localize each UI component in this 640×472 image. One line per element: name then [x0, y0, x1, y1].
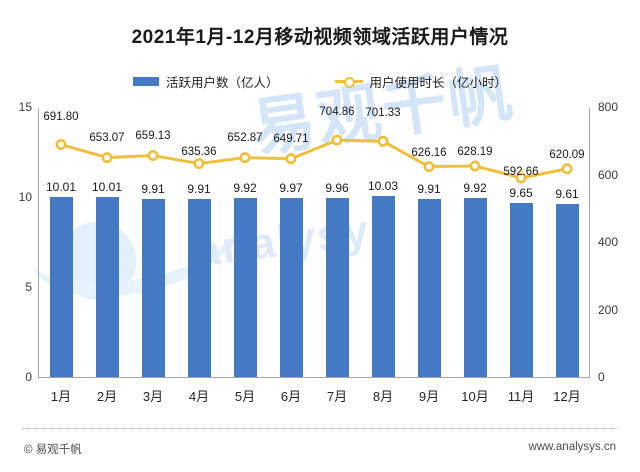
line-value-label-12月: 620.09	[549, 148, 585, 161]
y-axis-right-line	[589, 108, 590, 378]
y-axis-right-tick-600: 600	[598, 167, 619, 182]
line-marker-1月[interactable]	[55, 139, 67, 151]
line-series-svg	[55, 134, 573, 184]
chart-title: 2021年1月-12月移动视频领域活跃用户情况	[131, 27, 509, 48]
bar-value-label-12月: 9.61	[555, 187, 579, 202]
bar-5月[interactable]	[233, 198, 257, 377]
y-axis-left-tick-5: 5	[25, 280, 32, 294]
chart-legend: 活跃用户数（亿人） 用户使用时长（亿小时）	[0, 72, 640, 91]
x-axis-tick-7月: 7月	[326, 389, 348, 404]
y-axis-right-tick-200: 200	[598, 302, 619, 317]
bar-value-label-1月: 10.01	[45, 179, 77, 194]
bar-7月[interactable]	[325, 197, 349, 377]
plot-area	[38, 108, 590, 378]
x-axis-tick-12月: 12月	[553, 389, 581, 404]
y-axis-left-tick-0: 0	[25, 370, 32, 384]
legend-label-active-users: 活跃用户数（亿人）	[165, 76, 279, 90]
bar-value-label-11月: 9.65	[509, 186, 533, 201]
usage-duration-line	[59, 138, 569, 180]
line-value-label-10月: 628.19	[457, 145, 493, 158]
bar-value-label-8月: 10.03	[367, 179, 399, 194]
x-axis-tick-2月: 2月	[96, 389, 118, 404]
bar-value-label-6月: 9.97	[279, 180, 303, 195]
bar-4月[interactable]	[187, 198, 211, 377]
line-marker-6月[interactable]	[285, 153, 297, 165]
legend-label-usage-duration: 用户使用时长（亿小时）	[369, 76, 508, 90]
footer-divider	[22, 428, 618, 429]
x-axis-tick-4月: 4月	[188, 389, 210, 404]
bar-value-label-9月: 9.91	[417, 181, 441, 196]
line-marker-7月[interactable]	[331, 134, 343, 146]
line-value-label-8月: 701.33	[365, 107, 401, 120]
line-marker-3月[interactable]	[147, 150, 159, 162]
line-marker-5月[interactable]	[239, 152, 251, 164]
line-marker-10月[interactable]	[469, 160, 481, 172]
line-marker-2月[interactable]	[101, 152, 113, 164]
bar-8月[interactable]	[371, 196, 395, 377]
y-axis-left-tick-15: 15	[18, 100, 32, 114]
bar-value-label-3月: 9.91	[141, 181, 165, 196]
line-value-label-5月: 652.87	[227, 131, 263, 144]
y-axis-left-line	[38, 108, 39, 378]
bar-series-layer	[38, 108, 590, 378]
line-value-label-1月: 691.80	[43, 110, 79, 123]
x-axis-tick-3月: 3月	[142, 389, 164, 404]
bar-12月[interactable]	[555, 204, 579, 377]
line-marker-8月[interactable]	[377, 135, 389, 147]
bar-3月[interactable]	[141, 198, 165, 377]
footer-copyright: © 易观千帆	[24, 444, 82, 456]
line-value-label-6月: 649.71	[273, 132, 309, 145]
line-series-layer	[38, 108, 590, 378]
y-axis-right-tick-800: 800	[598, 100, 619, 114]
footer-website[interactable]: www.analysys.cn	[528, 441, 616, 453]
bar-value-label-5月: 9.92	[233, 181, 257, 196]
bar-value-label-2月: 10.01	[91, 179, 123, 194]
line-marker-11月[interactable]	[515, 172, 527, 184]
bar-9月[interactable]	[417, 198, 441, 377]
line-marker-12月[interactable]	[561, 163, 573, 175]
legend-item-usage-duration[interactable]: 用户使用时长（亿小时）	[334, 72, 508, 91]
bar-10月[interactable]	[463, 198, 487, 377]
line-value-label-11月: 592.66	[503, 165, 539, 178]
x-axis-line	[38, 377, 590, 378]
bar-value-label-4月: 9.91	[187, 181, 211, 196]
x-axis-tick-1月: 1月	[50, 389, 72, 404]
x-axis-tick-9月: 9月	[418, 389, 440, 404]
line-marker-icon	[334, 76, 363, 88]
x-axis-tick-5月: 5月	[234, 389, 256, 404]
y-axis-right-tick-0: 0	[598, 370, 605, 384]
x-axis-tick-8月: 8月	[372, 389, 394, 404]
bar-11月[interactable]	[509, 203, 533, 377]
bar-swatch-icon	[132, 77, 159, 86]
line-marker-9月[interactable]	[423, 161, 435, 173]
bar-6月[interactable]	[279, 197, 303, 377]
line-value-label-3月: 659.13	[135, 129, 171, 142]
line-value-label-4月: 635.36	[181, 145, 217, 158]
line-value-label-7月: 704.86	[319, 106, 355, 119]
line-value-label-9月: 626.16	[411, 146, 447, 159]
y-axis-right-tick-400: 400	[598, 235, 619, 249]
bar-value-label-10月: 9.92	[463, 181, 487, 196]
bar-value-label-7月: 9.96	[325, 180, 349, 195]
line-value-label-2月: 653.07	[89, 131, 125, 144]
x-axis-tick-11月: 11月	[507, 389, 535, 404]
x-axis-tick-6月: 6月	[280, 389, 302, 404]
legend-item-active-users[interactable]: 活跃用户数（亿人）	[132, 72, 279, 91]
y-axis-left-tick-10: 10	[18, 190, 32, 204]
line-marker-4月[interactable]	[193, 158, 205, 170]
x-axis-tick-10月: 10月	[461, 389, 489, 404]
